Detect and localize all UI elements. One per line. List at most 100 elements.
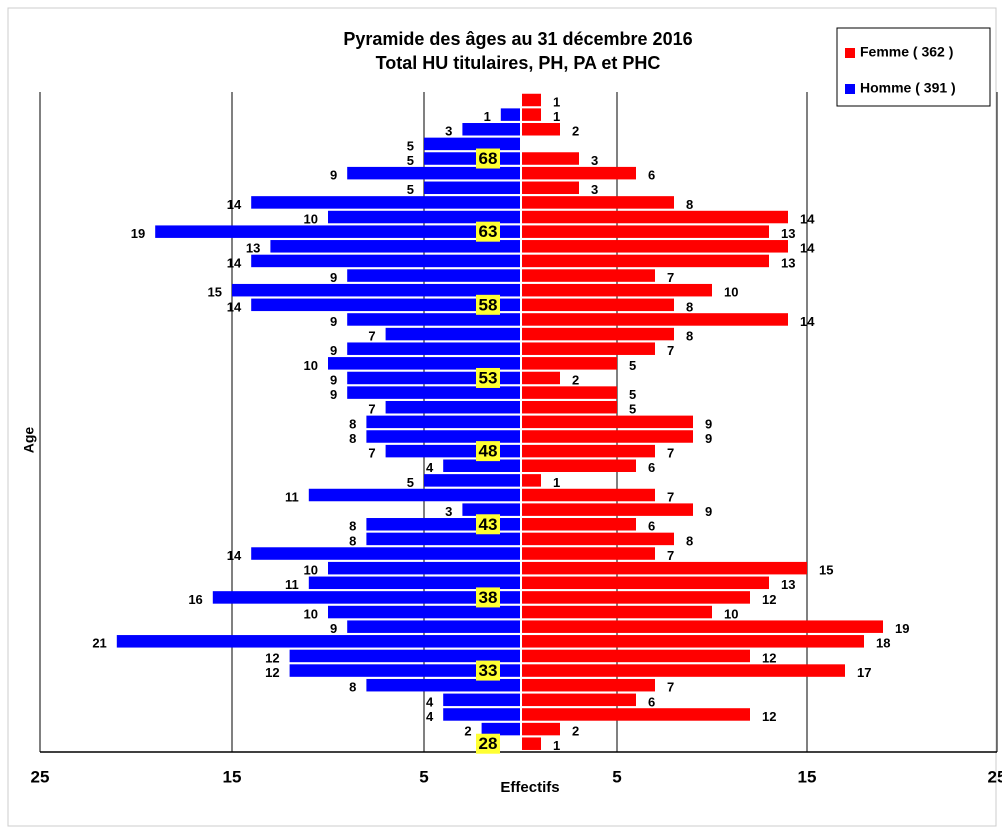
bar [522,415,693,429]
value-label: 8 [349,533,356,548]
bar [522,488,655,502]
bar [522,386,617,399]
value-label: 8 [349,416,356,431]
x-tick-label: 15 [223,767,242,786]
bar [481,722,520,736]
age-label: 43 [479,515,498,534]
value-label: 21 [92,636,106,651]
value-label: 5 [407,153,414,168]
value-label: 2 [572,372,579,387]
value-label: 12 [265,665,279,680]
value-label: 3 [445,504,452,519]
bar [212,591,521,604]
value-label: 10 [304,358,318,373]
bar [522,123,560,136]
bar [522,166,636,180]
bar [251,298,520,312]
value-label: 7 [368,446,375,461]
bar [522,371,560,385]
bar [328,210,520,224]
x-tick-label: 5 [419,767,428,786]
bar [522,503,693,516]
value-label: 1 [553,738,560,753]
bar [522,649,750,663]
bar [462,123,520,136]
value-label: 17 [857,665,871,680]
value-label: 1 [553,94,560,109]
value-label: 10 [304,606,318,621]
age-label: 38 [479,588,498,607]
value-label: 5 [629,402,636,417]
bar [522,518,636,531]
bar [328,357,520,370]
bar [522,400,617,414]
bar [424,181,520,195]
value-label: 8 [686,197,693,212]
legend-box [836,27,991,107]
bar [443,693,520,707]
value-label: 1 [484,109,491,124]
bar [328,561,520,575]
value-label: 8 [349,680,356,695]
bar [366,532,520,546]
value-label: 2 [572,724,579,739]
value-label: 2 [572,124,579,139]
bar [522,196,674,209]
bar [385,327,520,341]
bar [155,225,520,238]
age-label: 28 [479,734,498,753]
bar [522,357,617,370]
bar [522,708,750,721]
value-label: 9 [330,387,337,402]
bar [522,313,788,326]
value-label: 7 [368,329,375,344]
value-label: 4 [426,709,434,724]
age-label: 33 [479,661,498,680]
bar [522,561,807,575]
bar [522,678,655,692]
value-label: 8 [686,299,693,314]
value-label: 1 [553,109,560,124]
bar [522,459,636,472]
value-label: 9 [330,168,337,183]
bar [522,93,541,107]
bar [522,254,769,268]
value-label: 13 [246,241,260,256]
bar [522,210,788,224]
chart-subtitle: Total HU titulaires, PH, PA et PHC [376,53,661,73]
age-label-box [476,587,500,608]
bar [522,591,750,604]
value-label: 10 [304,211,318,226]
bar [347,342,520,355]
value-label: 10 [724,606,738,621]
value-label: 14 [227,299,242,314]
value-label: 19 [895,621,909,636]
bar [308,488,520,502]
value-label: 2 [464,724,471,739]
bar [366,415,520,429]
bar [522,444,655,458]
bar [522,240,788,253]
value-label: 16 [188,592,202,607]
bar [366,678,520,692]
value-label: 7 [667,680,674,695]
bar [347,166,520,180]
value-label: 7 [667,446,674,461]
bar [251,254,520,268]
x-tick-label: 25 [988,767,1002,786]
value-label: 7 [667,548,674,563]
value-label: 6 [648,460,655,475]
bar [522,283,712,297]
chart-title: Pyramide des âges au 31 décembre 2016 [343,29,692,49]
value-label: 13 [781,255,795,270]
value-label: 14 [800,211,815,226]
value-label: 1 [553,475,560,490]
value-label: 6 [648,168,655,183]
value-label: 9 [330,314,337,329]
bar [522,152,579,165]
bar [522,327,674,341]
value-label: 10 [724,285,738,300]
bar [522,605,712,619]
legend-swatch [845,84,855,94]
y-axis-label: Age [21,427,37,454]
